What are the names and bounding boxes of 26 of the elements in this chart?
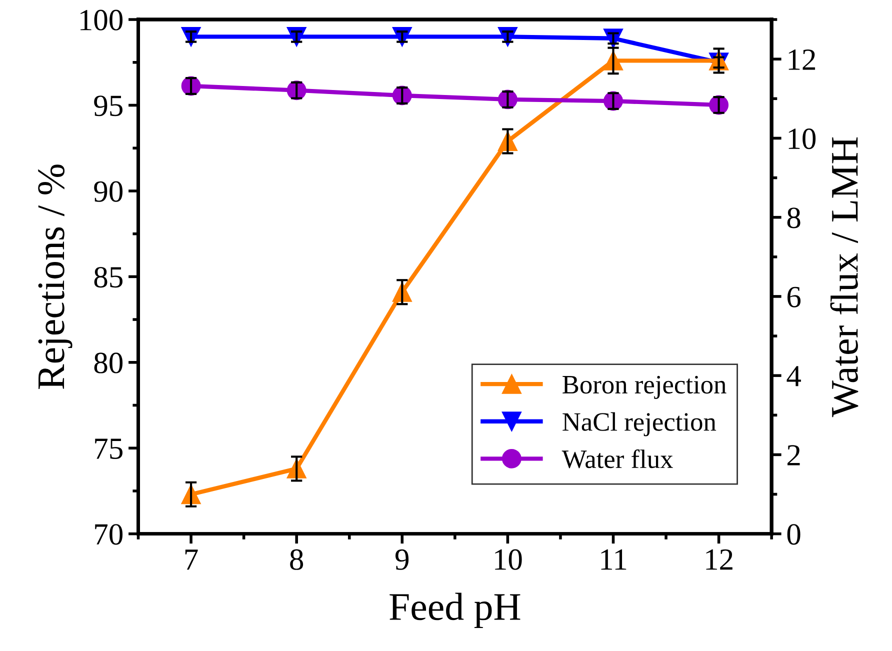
x-tick-label: 9 xyxy=(395,549,409,570)
x-tick-label: 7 xyxy=(185,550,198,570)
y-tick-label: 75 xyxy=(95,438,122,460)
legend-label: Water flux xyxy=(562,449,673,468)
y2-tick-label: 0 xyxy=(787,524,800,545)
y-tick-label: 95 xyxy=(94,96,122,116)
y2-tick-label: 2 xyxy=(788,445,800,466)
y-tick-label: 85 xyxy=(94,266,122,288)
x-tick-label: 8 xyxy=(290,549,304,570)
legend-label: Boron rejection xyxy=(562,376,726,399)
x-axis-title: Feed pH xyxy=(390,592,520,628)
y2-tick-label: 4 xyxy=(786,366,801,386)
y-tick-label: 70 xyxy=(95,524,123,545)
y2-axis-title: Water flux / LMH xyxy=(830,137,858,418)
y2-tick-label: 10 xyxy=(788,128,816,150)
y-tick-label: 90 xyxy=(94,181,123,202)
x-tick-label: 10 xyxy=(495,549,522,570)
y-tick-label: 100 xyxy=(80,10,123,30)
x-tick-label: 12 xyxy=(706,549,732,570)
legend-label: NaCl rejection xyxy=(562,412,716,436)
y-tick-label: 80 xyxy=(94,352,123,374)
y2-tick-label: 8 xyxy=(787,208,800,228)
y2-tick-label: 6 xyxy=(787,286,801,308)
y2-tick-label: 12 xyxy=(788,49,816,70)
x-tick-label: 11 xyxy=(601,549,626,570)
y-axis-title: Rejections / % xyxy=(38,164,72,389)
